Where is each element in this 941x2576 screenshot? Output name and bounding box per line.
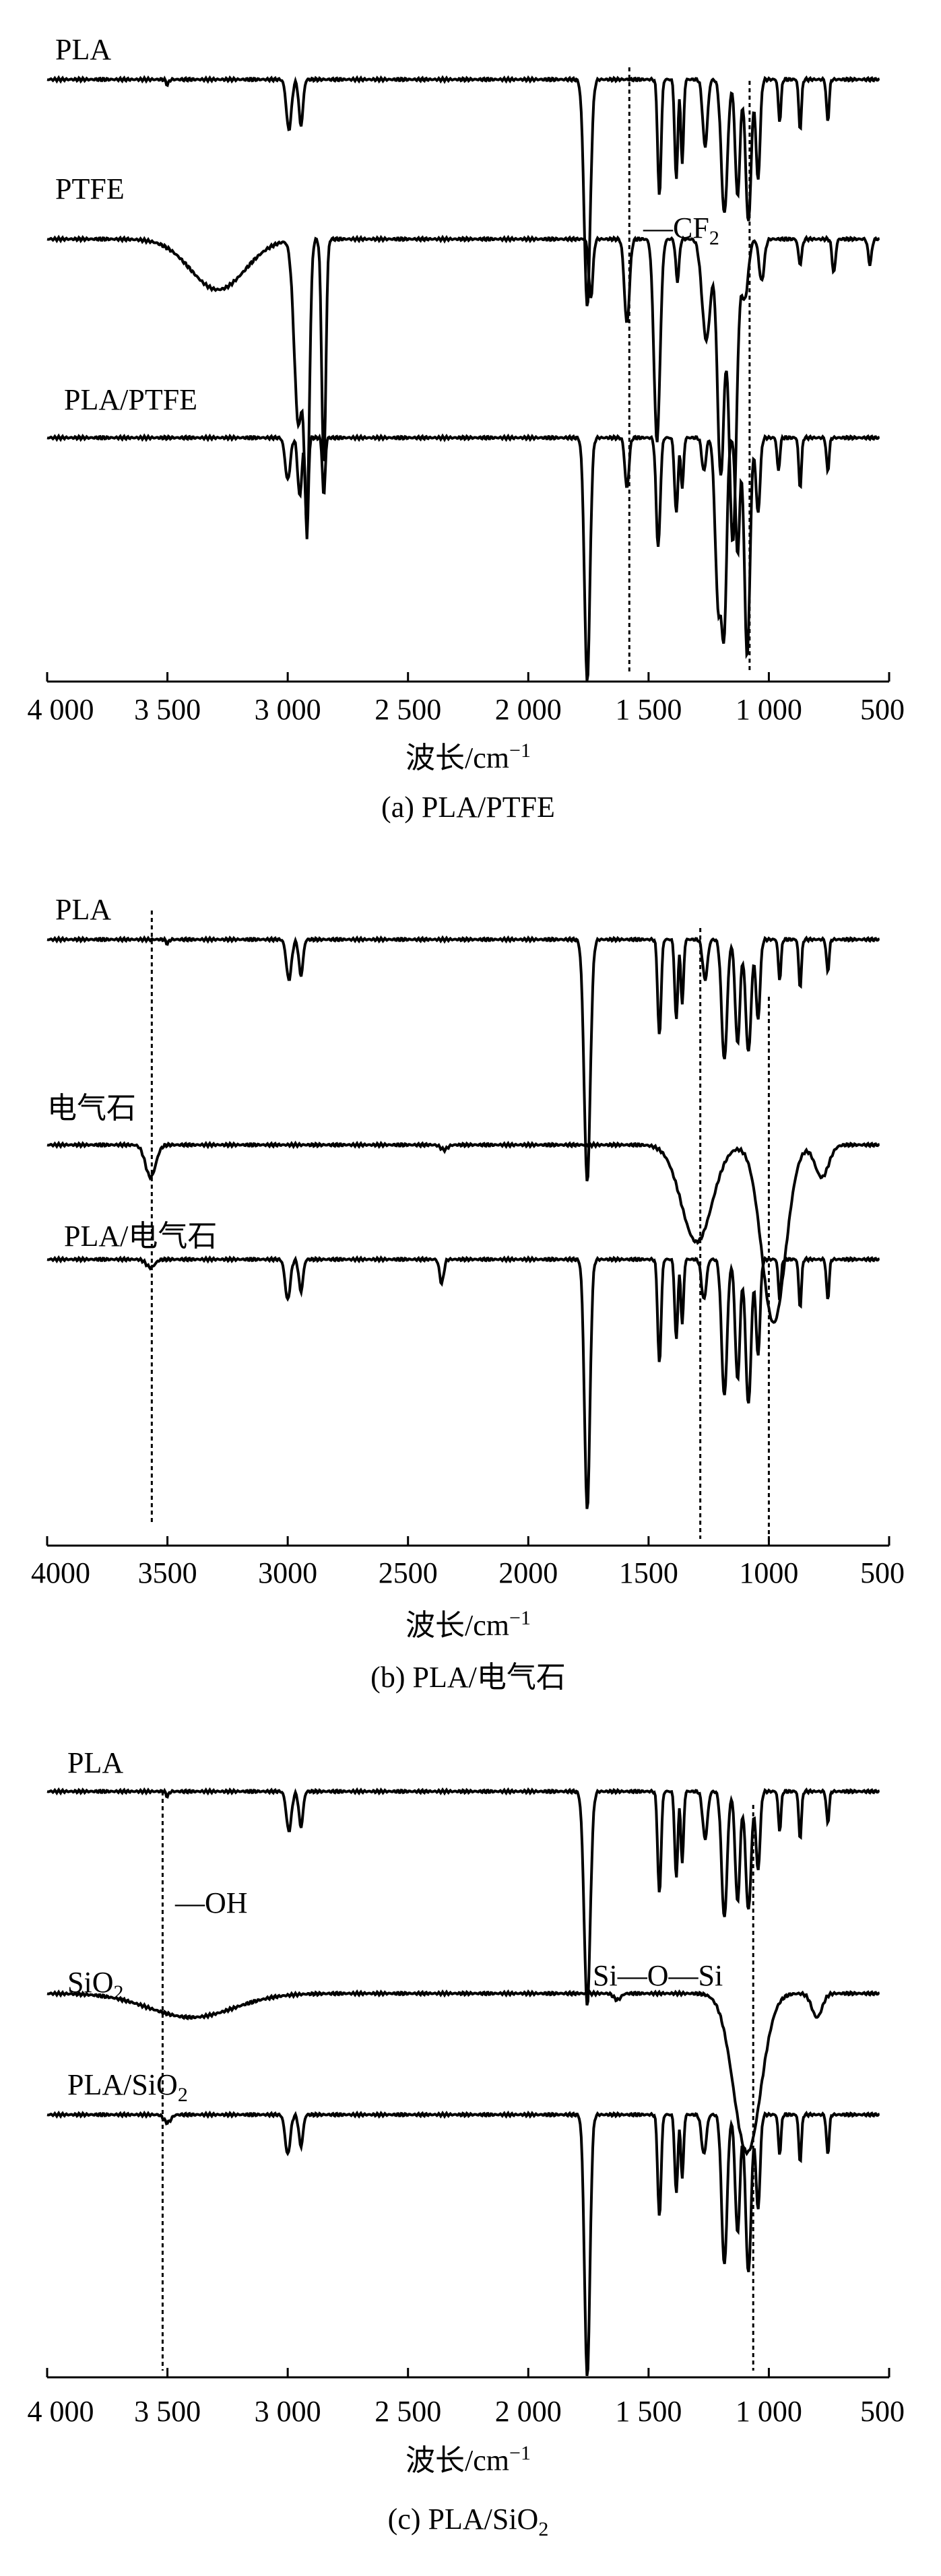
panel-c: PLA SiO2 PLA/SiO2 —OH Si—O—Si 4 000 3 50…: [28, 1746, 905, 2540]
panel-b-x-tick-label-2: 3500: [138, 1556, 197, 1589]
panel-b-caption: (b) PLA/电气石: [370, 1661, 566, 1694]
panel-b-x-tick-label-7: 1000: [739, 1556, 798, 1589]
panel-a-x-tick-label-5: 2 000: [495, 693, 562, 726]
panel-c-series-label-sio2: SiO2: [67, 1966, 123, 2004]
panel-b-x-tick-label-8: 500: [860, 1556, 905, 1589]
panel-b-series-pla-tourmaline: [46, 1255, 880, 1509]
panel-a-series-group: [46, 75, 880, 682]
panel-b-x-tick-label-3: 3000: [258, 1556, 317, 1589]
panel-b-x-tick-label-6: 1500: [619, 1556, 678, 1589]
panel-c-x-tick-label-6: 1 500: [615, 2395, 682, 2428]
panel-c-annotation-oh: —OH: [174, 1886, 248, 1919]
panel-b-x-axis: 4000 3500 3000 2500 2000 1500 1000 500: [31, 1536, 905, 1589]
panel-c-series-label-pla: PLA: [67, 1746, 123, 1779]
panel-b-series-pla: [46, 935, 880, 1182]
panel-a-x-axis: 4 000 3 500 3 000 2 500 2 000 1 500 1 00…: [28, 672, 905, 726]
panel-c-annotation-si-o-si: Si—O—Si: [593, 1959, 723, 1992]
panel-c-x-tick-label-4: 2 500: [375, 2395, 441, 2428]
panel-a-annotation-cf2: —CF2: [643, 211, 719, 249]
panel-a-x-tick-label-1: 4 000: [28, 693, 94, 726]
panel-c-x-axis-title: 波长/cm−1: [405, 2442, 531, 2477]
panel-a-series-pla-ptfe: [46, 433, 880, 682]
panel-a-x-tick-label-3: 3 000: [255, 693, 321, 726]
panel-c-series-label-sio2-sub: 2: [113, 1981, 123, 2004]
panel-c-series-label-sio2-main: SiO: [67, 1966, 113, 1999]
panel-a-x-tick-label-2: 3 500: [134, 693, 201, 726]
panel-b-series-group: [46, 935, 880, 1509]
panel-c-x-axis-title-sup: −1: [509, 2442, 531, 2464]
panel-c-x-axis: 4 000 3 500 3 000 2 500 2 000 1 500 1 00…: [28, 2368, 905, 2428]
panel-a-annotation-cf2-main: —CF: [643, 211, 709, 244]
panel-c-reference-lines: [161, 1791, 754, 2371]
panel-b-x-tick-label-4: 2500: [379, 1556, 438, 1589]
panel-b-reference-lines: [150, 911, 770, 1542]
panel-c-series-label-pla-sio2-sub: 2: [178, 2084, 188, 2106]
panel-a-series-pla: [46, 75, 880, 306]
panel-a-series-label-ptfe: PTFE: [55, 172, 125, 205]
panel-b-series-label-pla-tourmaline: PLA/电气石: [64, 1220, 217, 1253]
panel-b-x-axis-title: 波长/cm−1: [405, 1607, 531, 1642]
panel-b: PLA 电气石 PLA/电气石 4000 3500 3000 2500 2000…: [31, 893, 905, 1694]
panel-c-x-axis-title-main: 波长/cm: [405, 2444, 509, 2477]
panel-b-x-tick-label-5: 2000: [498, 1556, 558, 1589]
panel-c-x-tick-label-1: 4 000: [28, 2395, 94, 2428]
panel-a-x-axis-title: 波长/cm−1: [405, 739, 531, 774]
panel-c-x-tick-label-3: 3 000: [255, 2395, 321, 2428]
panel-a-series-ptfe: [46, 234, 880, 543]
panel-c-series-label-pla-sio2-main: PLA/SiO: [67, 2068, 178, 2101]
panel-a-x-tick-label-8: 500: [860, 693, 905, 726]
panel-a-series-label-pla: PLA: [55, 33, 111, 66]
panel-a: PLA PTFE PLA/PTFE —CF2 4 000 3 500 3 000…: [28, 33, 905, 824]
panel-c-x-tick-label-2: 3 500: [134, 2395, 201, 2428]
panel-c-series-pla-sio2: [46, 2110, 880, 2377]
panel-c-x-tick-label-5: 2 000: [495, 2395, 562, 2428]
panel-b-x-tick-label-1: 4000: [31, 1556, 90, 1589]
panel-c-caption-sub: 2: [538, 2518, 548, 2540]
panel-c-series-sio2: [46, 1989, 880, 2156]
panel-b-series-label-tourmaline: 电气石: [47, 1092, 136, 1125]
panel-a-x-tick-label-4: 2 500: [375, 693, 441, 726]
panel-c-series-group: [46, 1787, 880, 2377]
panel-b-x-axis-title-main: 波长/cm: [405, 1609, 509, 1642]
panel-c-caption-main: (c) PLA/SiO: [388, 2503, 539, 2536]
panel-a-series-label-pla-ptfe: PLA/PTFE: [64, 383, 197, 416]
panel-c-series-pla: [46, 1787, 880, 2006]
panel-b-x-axis-title-sup: −1: [509, 1607, 531, 1629]
panel-a-caption: (a) PLA/PTFE: [381, 791, 555, 824]
panel-b-series-tourmaline: [46, 1140, 880, 1324]
panel-a-annotation-cf2-sub: 2: [709, 227, 719, 249]
panel-c-caption: (c) PLA/SiO2: [388, 2503, 549, 2540]
panel-a-x-tick-label-6: 1 500: [615, 693, 682, 726]
panel-c-series-label-pla-sio2: PLA/SiO2: [67, 2068, 188, 2106]
panel-c-x-tick-label-8: 500: [860, 2395, 905, 2428]
panel-a-x-axis-title-main: 波长/cm: [405, 741, 509, 774]
panel-a-reference-lines: [628, 67, 751, 673]
panel-b-series-label-pla: PLA: [55, 893, 111, 926]
panel-a-x-axis-title-sup: −1: [509, 739, 531, 762]
panel-a-x-tick-label-7: 1 000: [736, 693, 802, 726]
panel-c-x-tick-label-7: 1 000: [736, 2395, 802, 2428]
